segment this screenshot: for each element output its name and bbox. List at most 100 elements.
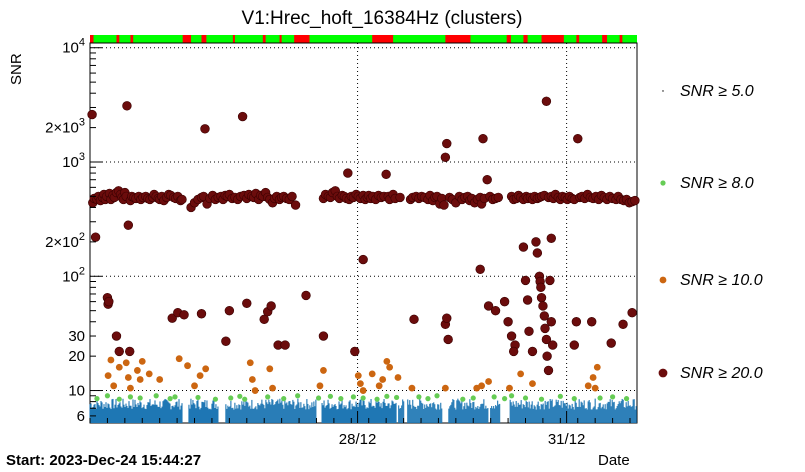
- status-segment-off: [182, 35, 192, 43]
- legend-marker: [662, 90, 664, 92]
- data-point: [266, 365, 274, 373]
- data-point: [90, 232, 101, 242]
- data-point: [393, 394, 400, 401]
- data-point: [301, 290, 311, 301]
- data-point: [224, 305, 235, 316]
- data-point: [153, 393, 159, 399]
- data-point: [440, 152, 451, 162]
- data-point: [107, 356, 115, 364]
- legend-entry: SNR ≥ 10.0: [680, 272, 763, 289]
- y-tick-label: 20: [68, 348, 85, 365]
- status-segment-off: [506, 35, 511, 43]
- data-point: [368, 370, 376, 378]
- data-point: [280, 340, 290, 350]
- data-point: [127, 394, 134, 400]
- data-point: [442, 313, 452, 323]
- data-point: [618, 319, 628, 329]
- data-point: [358, 254, 368, 265]
- data-point: [520, 275, 531, 286]
- data-point: [375, 382, 383, 390]
- data-point: [569, 340, 579, 350]
- data-point: [538, 301, 548, 311]
- status-segment-off: [294, 35, 310, 43]
- legend-marker: [658, 368, 668, 378]
- data-point: [587, 317, 597, 327]
- data-point: [541, 334, 552, 345]
- data-point: [295, 393, 301, 399]
- data-point: [327, 393, 334, 399]
- data-point: [395, 192, 405, 203]
- data-point: [177, 194, 187, 205]
- data-point: [266, 301, 276, 311]
- data-point: [630, 195, 640, 206]
- data-point: [503, 317, 513, 327]
- data-point: [281, 396, 287, 402]
- data-point: [508, 393, 515, 399]
- data-point: [546, 317, 556, 327]
- data-point: [111, 331, 122, 341]
- data-point: [116, 396, 122, 402]
- series-snr-5-band: [89, 398, 637, 423]
- data-point: [287, 191, 297, 202]
- data-point: [547, 340, 558, 350]
- y-tick-label: 102: [62, 265, 85, 285]
- x-tick-label: 28/12: [339, 431, 377, 448]
- legend: SNR ≥ 5.0 SNR ≥ 8.0 SNR ≥ 10.0 SNR ≥ 20.0: [658, 83, 763, 382]
- data-point: [589, 374, 597, 381]
- scatter-points: [87, 96, 640, 402]
- data-point: [87, 109, 97, 120]
- grid: [90, 43, 637, 423]
- data-point: [517, 370, 525, 378]
- data-point: [136, 376, 144, 383]
- data-point: [470, 395, 476, 401]
- data-point: [175, 355, 183, 363]
- data-point: [104, 372, 112, 380]
- status-segment-off: [541, 35, 564, 43]
- x-axis: 28/12 31/12: [89, 411, 631, 448]
- status-segment-off: [279, 35, 282, 43]
- plot-frame: [89, 42, 638, 424]
- legend-entry: SNR ≥ 5.0: [680, 83, 754, 100]
- data-point: [125, 346, 135, 357]
- data-point: [104, 393, 111, 399]
- data-point: [483, 301, 494, 311]
- data-point: [354, 372, 362, 380]
- start-time-label: Start: 2023-Dec-24 15:44:27: [6, 452, 202, 469]
- data-point: [145, 370, 153, 378]
- data-point: [532, 248, 543, 258]
- data-point: [606, 338, 616, 348]
- data-point: [434, 393, 440, 399]
- data-point: [316, 382, 324, 390]
- data-point: [191, 382, 198, 390]
- data-point: [485, 378, 492, 385]
- data-point: [623, 396, 630, 402]
- data-point: [374, 396, 380, 402]
- data-point: [546, 233, 556, 243]
- legend-entry: SNR ≥ 20.0: [680, 365, 763, 382]
- data-point: [508, 346, 519, 357]
- data-point: [200, 124, 210, 134]
- y-tick-label: 6: [77, 408, 85, 425]
- data-point: [593, 363, 601, 371]
- data-point: [202, 365, 210, 373]
- data-point: [571, 317, 582, 327]
- data-point: [360, 395, 366, 401]
- data-point: [610, 394, 616, 400]
- data-point: [123, 220, 134, 230]
- data-point: [478, 382, 486, 390]
- status-segment-on: [90, 35, 637, 43]
- data-point: [167, 396, 173, 402]
- data-point: [383, 357, 391, 365]
- x-tick-label: 31/12: [548, 431, 586, 448]
- data-point: [543, 365, 554, 376]
- data-point: [540, 323, 550, 334]
- data-point: [196, 309, 207, 319]
- status-segment-off: [116, 35, 120, 43]
- data-point: [196, 372, 204, 380]
- data-point: [138, 357, 146, 365]
- data-point: [122, 101, 132, 111]
- data-point: [94, 396, 100, 402]
- chart-title: V1:Hrec_hoft_16384Hz (clusters): [242, 8, 523, 29]
- data-point: [172, 394, 178, 400]
- data-point: [443, 334, 453, 345]
